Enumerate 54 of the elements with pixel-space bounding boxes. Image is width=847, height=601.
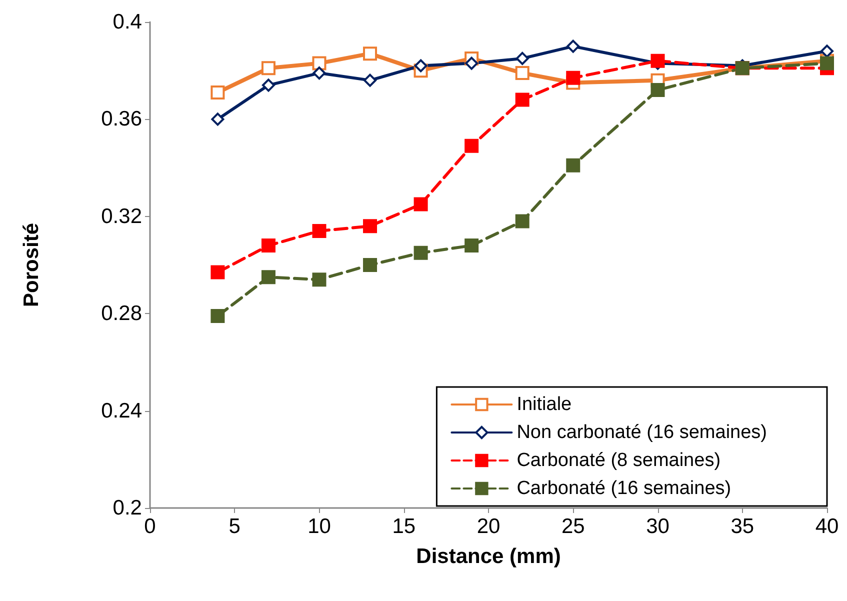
x-tick-label: 25: [561, 515, 585, 538]
y-tick-label: 0.4: [112, 10, 142, 34]
point: [210, 265, 225, 280]
point: [464, 238, 479, 253]
y-tick-label: 0.28: [101, 302, 142, 326]
point: [464, 138, 479, 153]
point: [820, 44, 834, 58]
point: [414, 59, 428, 72]
x-tick-label: 35: [730, 515, 754, 538]
y-tick-label: 0.36: [101, 108, 142, 131]
point: [515, 92, 530, 107]
point: [650, 54, 665, 68]
point: [516, 52, 529, 65]
x-axis-title: Distance (mm): [416, 545, 561, 568]
point: [515, 214, 530, 228]
legend-label: Non carbonaté (16 semaines): [516, 422, 768, 443]
point: [312, 272, 326, 287]
point: [261, 270, 276, 284]
x-tick-label: 20: [476, 515, 500, 538]
point: [211, 112, 224, 126]
point: [210, 309, 225, 324]
point: [261, 61, 276, 76]
legend-label: Initiale: [516, 394, 572, 415]
point: [364, 74, 377, 87]
point: [312, 56, 326, 70]
legend-label: Carbonaté (16 semaines): [516, 478, 732, 499]
point: [312, 224, 326, 238]
point: [566, 70, 580, 85]
point: [363, 46, 378, 61]
y-axis-title: Porosité: [20, 222, 43, 308]
legend-label: Carbonaté (8 semaines): [516, 450, 721, 471]
point: [261, 238, 276, 253]
y-tick-label: 0.32: [101, 204, 142, 228]
y-tick-label: 0.24: [101, 399, 142, 422]
point: [363, 219, 378, 234]
point: [465, 56, 478, 70]
point: [566, 40, 580, 53]
x-tick-label: 5: [228, 515, 240, 538]
x-tick-label: 30: [646, 515, 670, 538]
x-tick-label: 40: [815, 515, 839, 538]
x-tick-label: 15: [392, 515, 416, 538]
point: [566, 158, 580, 172]
x-tick-label: 10: [308, 515, 331, 538]
point: [650, 83, 665, 98]
point: [414, 197, 428, 212]
y-tick-label: 0.2: [112, 496, 142, 520]
x-tick-label: 0: [144, 515, 156, 538]
point: [820, 56, 834, 70]
point: [262, 78, 275, 92]
point: [515, 66, 530, 80]
point: [363, 258, 378, 272]
point: [414, 246, 428, 260]
point: [312, 66, 326, 80]
point: [210, 85, 225, 100]
